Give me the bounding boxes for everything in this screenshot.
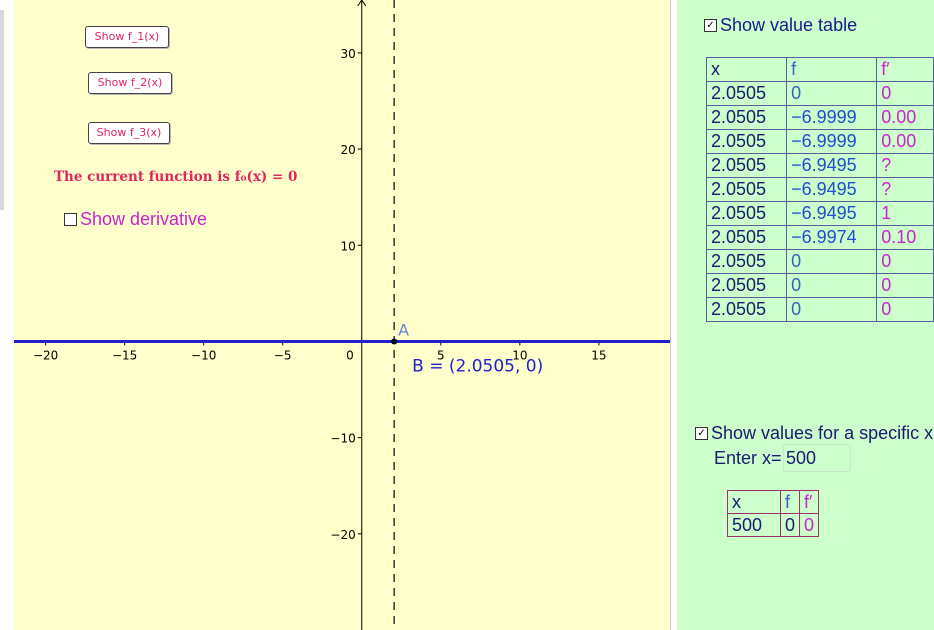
specific-cell-fprime: 0 (799, 513, 820, 537)
value-table-header-fprime: f′ (876, 57, 934, 82)
show-specific-x-label: Show values for a specific x (711, 423, 934, 443)
x-tick-label: 5 (437, 348, 445, 362)
x-tick-label: −10 (191, 348, 216, 362)
show-f1-button[interactable]: Show f_1(x) (85, 26, 169, 48)
value-table-cell-f: −6.9495 (786, 201, 878, 226)
point-a-label: A (398, 320, 409, 339)
value-table-row: 2.0505 −6.9495 1 (705, 201, 934, 226)
x-tick-label: −5 (274, 348, 292, 362)
y-axis-arrow (357, 0, 367, 7)
value-table-cell-x: 2.0505 (705, 153, 788, 178)
value-table-cell-f: −6.9999 (786, 129, 878, 154)
x-tick-label: 15 (591, 348, 606, 362)
value-table-cell-fprime: 0.10 (876, 225, 934, 250)
value-table-cell-fprime: 0 (876, 249, 934, 274)
algebra-panel: ✓ Show value table x f f′ 2.0505 0 0 2.0505−… (677, 0, 934, 630)
value-table-checkbox-box[interactable]: ✓ (704, 18, 717, 32)
value-table-cell-f: −6.9974 (786, 225, 878, 250)
value-table-row: 2.0505 −6.9999 0.00 (705, 105, 934, 130)
current-function-text: The current function is f₀(x) = 0 (54, 169, 298, 185)
show-derivative-checkbox[interactable]: Show derivative (64, 209, 207, 230)
y-tick-label: −10 (330, 432, 355, 446)
y-tick-label: −20 (330, 528, 355, 542)
value-table-cell-x: 2.0505 (705, 81, 788, 106)
value-table-cell-fprime: 0 (876, 273, 934, 298)
x-tick-label: 10 (512, 348, 527, 362)
value-table-cell-f: −6.9495 (786, 177, 878, 202)
value-table-cell-fprime: 0.00 (876, 105, 934, 130)
value-table-cell-f: 0 (786, 249, 878, 274)
show-derivative-label: Show derivative (80, 209, 208, 229)
x-tick-label: −15 (112, 348, 137, 362)
value-table-row: 2.0505 0 0 (705, 249, 934, 274)
specific-value-table: x f f′ 500 0 0 (727, 490, 820, 537)
show-value-table-checkbox[interactable]: ✓ Show value table (704, 15, 857, 36)
value-table-cell-fprime: ? (876, 153, 934, 178)
specific-header-x: x (727, 490, 781, 514)
point-b-label: B = (2.0505, 0) (412, 356, 543, 376)
graphics-view[interactable]: −20 −15 −10 −5 0 5 10 15 30 20 10 −10 −20 A B = (2.050… (14, 0, 671, 630)
value-table-row: 2.0505 −6.9999 0.00 (705, 129, 934, 154)
show-value-table-label: Show value table (720, 15, 858, 35)
show-specific-x-checkbox[interactable]: ✓ Show values for a specific x (695, 423, 933, 444)
specific-header-f: f (779, 490, 801, 514)
value-table-row: 2.0505 −6.9974 0.10 (705, 225, 934, 250)
value-table-header-f: f (786, 57, 878, 82)
value-table-cell-x: 2.0505 (705, 201, 788, 226)
value-table: x f f′ 2.0505 0 0 2.0505 −6.9999 0.00 2.0505 −6… (705, 57, 934, 322)
value-table-row: 2.0505 −6.9495? (705, 177, 934, 202)
value-table-row: 2.0505 0 0 (705, 273, 934, 298)
value-table-row: 2.0505 0 0 (705, 81, 934, 106)
specific-cell-x: 500 (727, 513, 781, 537)
derivative-checkbox-box[interactable] (64, 212, 77, 226)
value-table-cell-f: 0 (786, 297, 878, 322)
value-table-row: 2.0505 0 0 (705, 297, 934, 322)
value-table-cell-f: 0 (786, 81, 878, 106)
specific-header-fprime: f′ (799, 490, 820, 514)
value-table-cell-x: 2.0505 (705, 225, 788, 250)
value-table-cell-fprime: 0 (876, 297, 934, 322)
value-table-cell-fprime: 0.00 (876, 129, 934, 154)
value-table-cell-f: −6.9495 (786, 153, 878, 178)
value-table-cell-fprime: 1 (876, 201, 934, 226)
value-table-row: 2.0505 −6.9495? (705, 153, 934, 178)
specific-x-checkbox-box[interactable]: ✓ (695, 426, 708, 440)
show-f3-button[interactable]: Show f_3(x) (88, 122, 170, 144)
value-table-cell-fprime: 0 (876, 81, 934, 106)
left-scrollbar[interactable] (0, 10, 4, 210)
value-table-header-x: x (705, 57, 788, 82)
coordinate-plane[interactable]: −20 −15 −10 −5 0 5 10 15 30 20 10 −10 −20 AB = (2.050… (14, 0, 670, 630)
x-tick-label: 0 (346, 348, 354, 362)
value-table-cell-x: 2.0505 (705, 129, 788, 154)
y-tick-label: 30 (340, 47, 355, 61)
panel-divider[interactable] (671, 0, 677, 630)
specific-cell-f: 0 (779, 513, 801, 537)
y-tick-label: 10 (340, 239, 355, 253)
point-b (391, 338, 398, 345)
value-table-cell-x: 2.0505 (705, 105, 788, 130)
value-table-cell-x: 2.0505 (705, 297, 788, 322)
value-table-cell-x: 2.0505 (705, 177, 788, 202)
enter-x-label: Enter x= (714, 448, 782, 468)
show-f2-button[interactable]: Show f_2(x) (88, 72, 172, 94)
left-scroll-strip (0, 0, 14, 630)
x-tick-label: −20 (33, 348, 58, 362)
x-value-input[interactable] (783, 444, 851, 472)
y-tick-label: 20 (340, 143, 355, 157)
value-table-cell-x: 2.0505 (705, 273, 788, 298)
value-table-cell-f: 0 (786, 273, 878, 298)
value-table-cell-fprime: ? (876, 177, 934, 202)
value-table-cell-x: 2.0505 (705, 249, 788, 274)
value-table-cell-f: −6.9999 (786, 105, 878, 130)
